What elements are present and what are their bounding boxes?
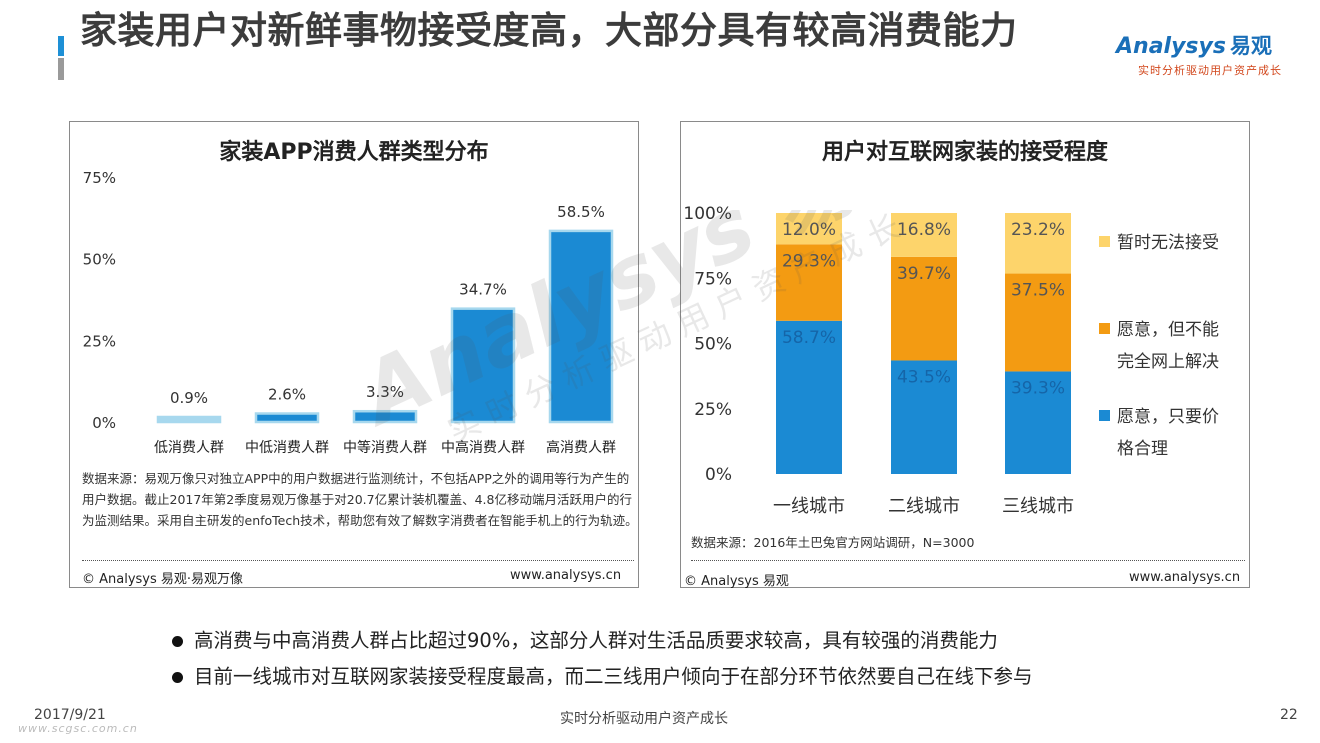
stacked-bar-segment bbox=[776, 320, 842, 474]
legend-label: 愿意，只要价 bbox=[1117, 407, 1219, 427]
key-findings: 高消费与中高消费人群占比超过90%，这部分人群对生活品质要求较高，具有较强的消费… bbox=[172, 626, 1172, 698]
stacked-bar-segment bbox=[891, 213, 957, 257]
segment-value-label: 58.7% bbox=[782, 328, 836, 348]
bar bbox=[450, 307, 516, 424]
stacked-bar-segment bbox=[891, 360, 957, 474]
bar bbox=[156, 415, 222, 424]
y-tick-label: 0% bbox=[705, 465, 732, 485]
x-tick-label: 一线城市 bbox=[773, 496, 845, 517]
stacked-bar-segment bbox=[891, 256, 957, 361]
analysys-logo: Analysys 易观 实时分析驱动用户资产成长 bbox=[1116, 30, 1288, 80]
chart-title: 家装APP消费人群类型分布 bbox=[219, 140, 489, 165]
bar-value-label: 2.6% bbox=[268, 386, 306, 404]
x-tick-label: 中等消费人群 bbox=[343, 439, 427, 456]
page-number: 22 bbox=[1280, 707, 1298, 723]
divider bbox=[82, 560, 634, 561]
y-tick-label: 75% bbox=[694, 269, 732, 289]
y-tick-label: 75% bbox=[83, 169, 116, 187]
segment-value-label: 43.5% bbox=[897, 367, 951, 387]
footer-date: 2017/9/21 bbox=[34, 707, 106, 723]
title-accent-bar bbox=[58, 36, 64, 56]
bar-value-label: 34.7% bbox=[459, 281, 507, 299]
y-tick-label: 25% bbox=[83, 332, 116, 350]
logo-chinese: 易观 bbox=[1229, 34, 1272, 58]
bar-value-label: 58.5% bbox=[557, 203, 605, 221]
consumer-type-bar-chart: 0% 25% 50% 75% 0.9% 低消费人群 2.6% 中低消费人群 3.3% 中等消费人群… bbox=[83, 169, 616, 456]
x-tick-label: 二线城市 bbox=[888, 496, 960, 517]
stacked-bar-segment bbox=[1005, 273, 1071, 372]
y-tick-label: 50% bbox=[83, 251, 116, 269]
stacked-bar-segment bbox=[776, 244, 842, 321]
finding-text: 目前一线城市对互联网家装接受程度最高，而二三线用户倾向于在部分环节依然要自己在线… bbox=[194, 665, 1033, 688]
bar-value-label: 0.9% bbox=[170, 389, 208, 407]
y-tick-label: 100% bbox=[683, 204, 732, 224]
source-url: www.analysys.cn bbox=[1129, 570, 1241, 585]
x-tick-label: 低消费人群 bbox=[154, 440, 224, 456]
stacked-bar-segment bbox=[1005, 213, 1071, 274]
legend-swatch bbox=[1099, 236, 1110, 247]
data-source-note: 数据来源：2016年土巴兔官方网站调研，N=3000 bbox=[691, 535, 975, 550]
acceptance-stacked-bar-chart: 0% 25% 50% 75% 100% 58.7% 29.3% 12.0% 一线城市 43.5% 3… bbox=[683, 204, 1219, 517]
segment-value-label: 37.5% bbox=[1011, 281, 1065, 301]
consumer-type-chart-panel: 家装APP消费人群类型分布 0% 25% 50% 75% 0.9% 低消费人群 2.6% 中低… bbox=[69, 121, 639, 588]
title-accent-bar-grey bbox=[58, 58, 64, 80]
source-url: www.analysys.cn bbox=[510, 568, 622, 583]
footer-url: www.scgsc.com.cn bbox=[18, 722, 138, 735]
acceptance-chart-panel: 用户对互联网家装的接受程度 0% 25% 50% 75% 100% 58.7% 29.3% 1… bbox=[680, 121, 1250, 589]
segment-value-label: 12.0% bbox=[782, 220, 836, 240]
x-tick-label: 三线城市 bbox=[1002, 496, 1074, 517]
y-tick-label: 50% bbox=[694, 335, 732, 355]
bar bbox=[352, 409, 418, 424]
x-tick-label: 高消费人群 bbox=[546, 439, 616, 456]
segment-value-label: 29.3% bbox=[782, 251, 836, 271]
x-tick-label: 中低消费人群 bbox=[245, 440, 329, 456]
y-tick-label: 25% bbox=[694, 400, 732, 420]
logo-slogan: 实时分析驱动用户资产成长 bbox=[1138, 64, 1282, 77]
logo-wordmark: Analysys bbox=[1116, 34, 1226, 59]
legend-label: 愿意，但不能 bbox=[1117, 320, 1219, 340]
bar bbox=[254, 412, 320, 424]
bullet-dot bbox=[172, 636, 183, 647]
finding-item: 高消费与中高消费人群占比超过90%，这部分人群对生活品质要求较高，具有较强的消费… bbox=[172, 626, 1172, 662]
x-tick-label: 中高消费人群 bbox=[441, 439, 525, 456]
copyright-text: © Analysys 易观 bbox=[684, 574, 789, 589]
legend-label: 格合理 bbox=[1117, 439, 1168, 459]
legend-label: 完全网上解决 bbox=[1117, 352, 1219, 372]
legend-swatch bbox=[1099, 410, 1110, 421]
chart-title: 用户对互联网家装的接受程度 bbox=[821, 140, 1108, 165]
segment-value-label: 39.7% bbox=[897, 264, 951, 284]
finding-item: 目前一线城市对互联网家装接受程度最高，而二三线用户倾向于在部分环节依然要自己在线… bbox=[172, 662, 1172, 698]
bar-value-label: 3.3% bbox=[366, 383, 404, 401]
segment-value-label: 39.3% bbox=[1011, 378, 1065, 398]
stacked-bar-segment bbox=[1005, 371, 1071, 474]
bullet-dot bbox=[172, 672, 183, 683]
data-source-note: 数据来源：易观万像只对独立APP中的用户数据进行监测统计，不包括APP之外的调用… bbox=[82, 471, 638, 528]
footer-slogan: 实时分析驱动用户资产成长 bbox=[560, 711, 728, 727]
bar bbox=[548, 229, 614, 424]
segment-value-label: 16.8% bbox=[897, 220, 951, 240]
copyright-text: © Analysys 易观·易观万像 bbox=[82, 572, 244, 587]
legend-label: 暂时无法接受 bbox=[1117, 233, 1219, 253]
segment-value-label: 23.2% bbox=[1011, 220, 1065, 240]
legend-swatch bbox=[1099, 323, 1110, 334]
divider bbox=[691, 560, 1245, 561]
stacked-bar-segment bbox=[776, 213, 842, 245]
y-tick-label: 0% bbox=[92, 414, 116, 432]
page-title: 家装用户对新鲜事物接受度高，大部分具有较高消费能力 bbox=[80, 9, 1018, 52]
finding-text: 高消费与中高消费人群占比超过90%，这部分人群对生活品质要求较高，具有较强的消费… bbox=[194, 629, 998, 652]
